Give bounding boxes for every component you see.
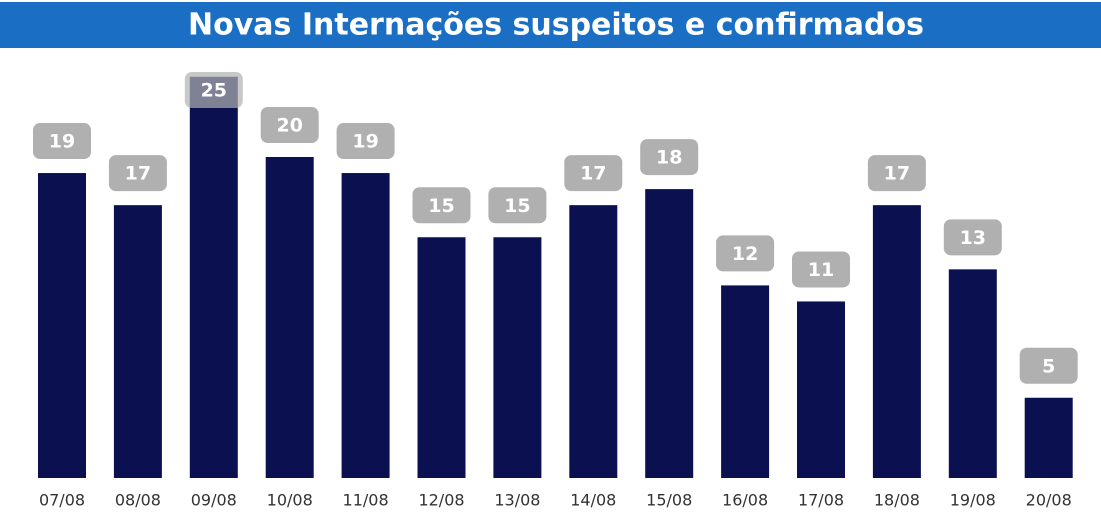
value-label: 18: [656, 147, 682, 169]
bar: [645, 189, 694, 478]
value-label: 15: [428, 195, 454, 217]
x-tick-label: 08/08: [115, 491, 161, 510]
chart-title: Novas Internações suspeitos e confirmado…: [188, 8, 924, 43]
value-label-box: [564, 155, 623, 192]
value-label-box: [108, 155, 167, 192]
x-tick-label: 15/08: [646, 491, 692, 510]
value-label-box: [412, 187, 471, 224]
x-tick-label: 12/08: [418, 491, 464, 510]
x-tick-label: 18/08: [874, 491, 920, 510]
x-tick-label: 10/08: [267, 491, 313, 510]
bar: [341, 173, 390, 479]
bar: [569, 205, 618, 478]
bar: [38, 173, 86, 479]
value-label: 19: [352, 131, 378, 153]
x-tick-label: 20/08: [1026, 491, 1072, 510]
bar: [721, 285, 770, 478]
value-label-box: [488, 187, 547, 224]
value-label: 12: [732, 243, 758, 265]
value-label: 13: [960, 227, 986, 249]
value-label-box: [867, 155, 926, 192]
bar: [797, 301, 845, 478]
bar: [113, 205, 162, 478]
value-label-box: [184, 72, 243, 108]
x-tick-label: 16/08: [722, 491, 768, 510]
value-label-box: [943, 219, 1002, 256]
x-tick-label: 09/08: [191, 491, 237, 510]
x-tick-label: 07/08: [39, 491, 85, 510]
x-tick-label: 14/08: [570, 491, 616, 510]
value-label: 17: [884, 163, 910, 185]
bar: [872, 205, 921, 478]
value-label-box: [33, 123, 91, 160]
bar: [417, 237, 466, 478]
bar: [189, 76, 238, 478]
bar: [265, 157, 314, 478]
value-label-box: [1019, 347, 1078, 384]
bar: [493, 237, 542, 478]
x-tick-label: 11/08: [343, 491, 389, 510]
value-label-box: [640, 139, 699, 176]
value-label-box: [792, 251, 850, 288]
value-label: 17: [125, 163, 151, 185]
value-label: 15: [504, 195, 530, 217]
value-label-box: [716, 235, 775, 272]
value-label: 5: [1042, 355, 1055, 377]
value-label-box: [336, 123, 395, 160]
value-label: 11: [808, 259, 834, 281]
value-label: 17: [580, 163, 606, 185]
bar: [1024, 397, 1073, 478]
x-tick-label: 13/08: [494, 491, 540, 510]
value-label-box: [260, 107, 319, 143]
bar: [948, 269, 997, 478]
value-label: 25: [201, 80, 227, 102]
x-tick-label: 19/08: [950, 491, 996, 510]
value-label: 20: [276, 115, 302, 137]
value-label: 19: [49, 131, 75, 153]
x-tick-label: 17/08: [798, 491, 844, 510]
title-banner: [0, 2, 1101, 48]
